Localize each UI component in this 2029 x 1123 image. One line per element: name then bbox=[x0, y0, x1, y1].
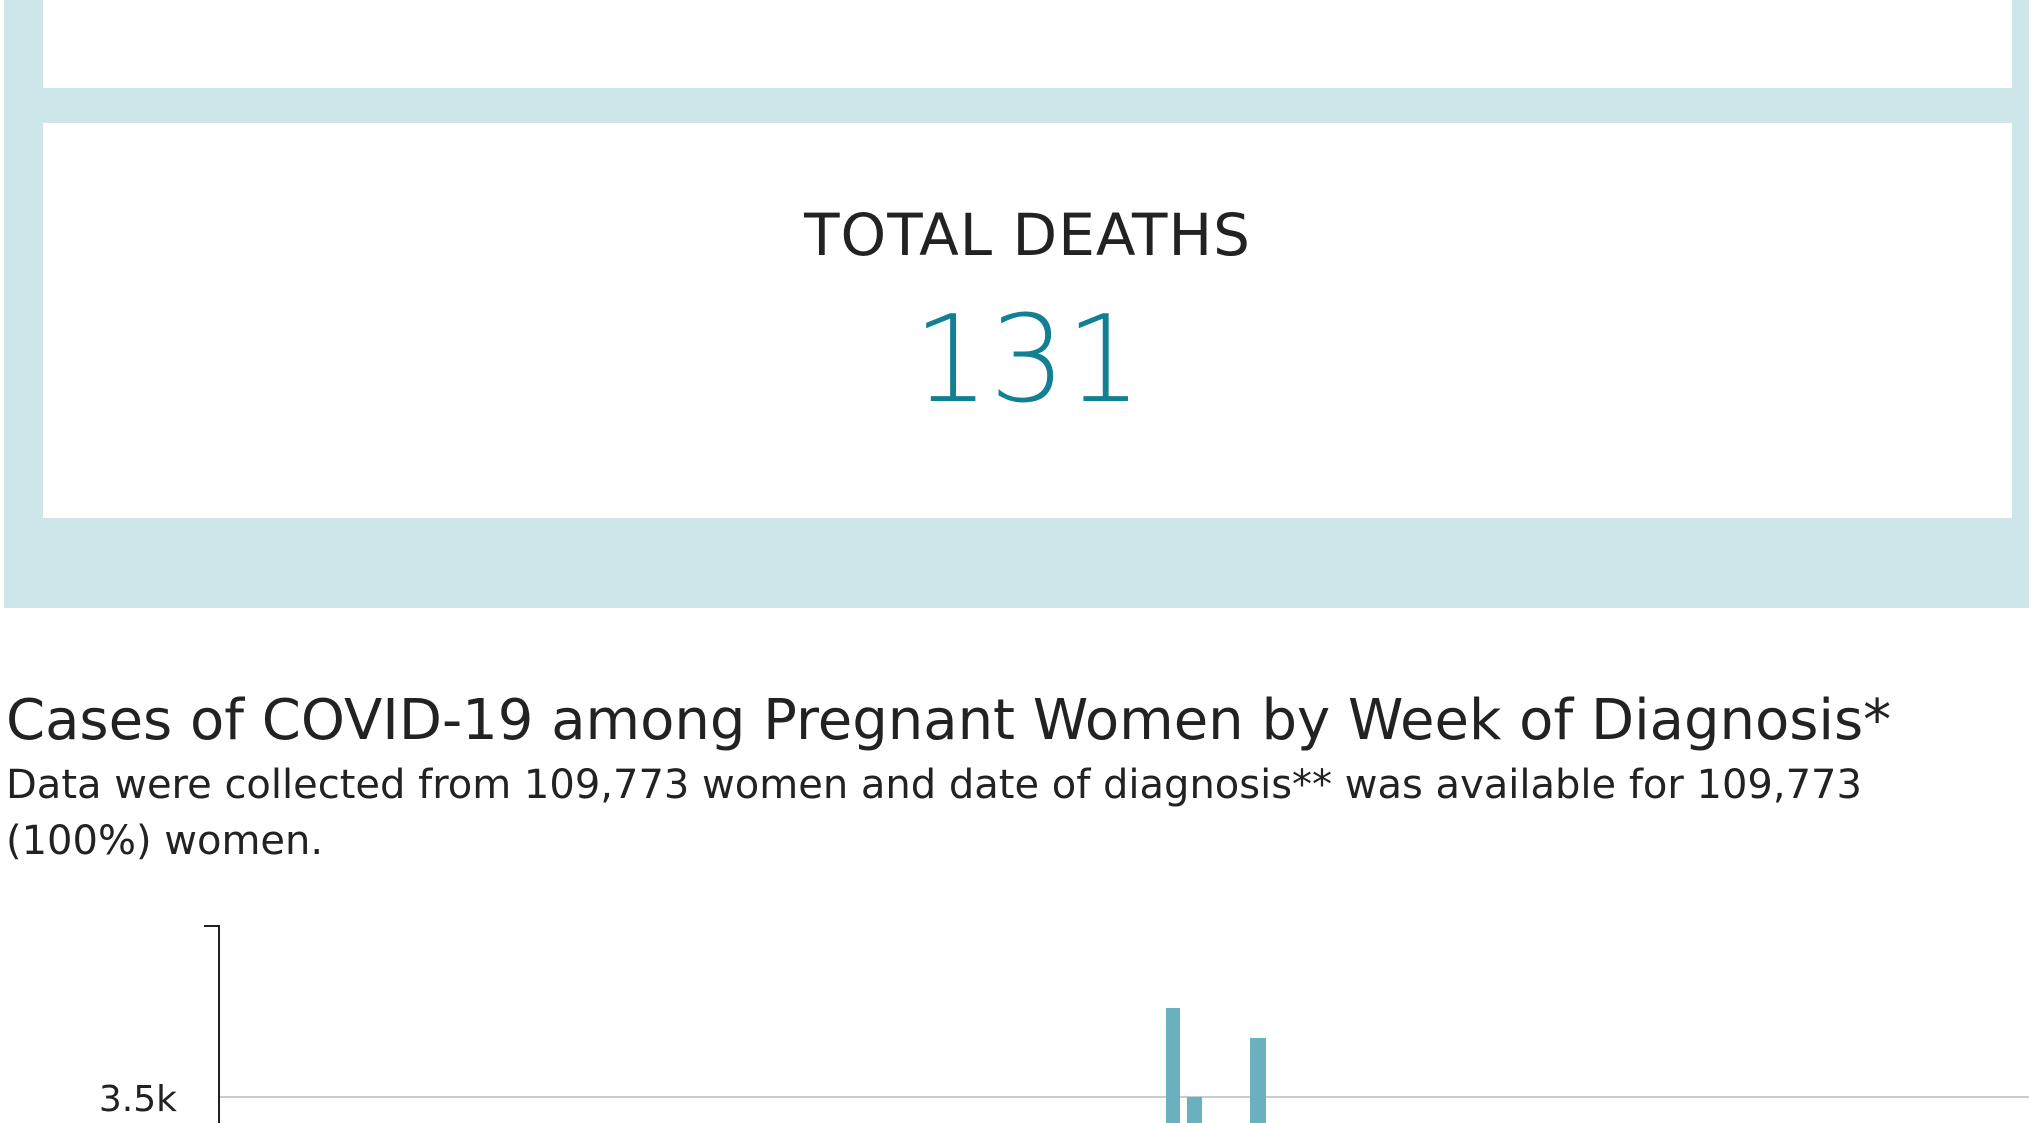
deaths-value: 131 bbox=[912, 291, 1143, 430]
chart-title: Cases of COVID-19 among Pregnant Women b… bbox=[6, 688, 1892, 753]
summary-panel: TOTAL DEATHS 131 bbox=[4, 0, 2029, 608]
deaths-card: TOTAL DEATHS 131 bbox=[43, 123, 2012, 518]
bar bbox=[1187, 1097, 1202, 1123]
summary-card bbox=[43, 0, 2012, 88]
deaths-label: TOTAL DEATHS bbox=[804, 201, 1251, 269]
bar bbox=[1166, 1008, 1180, 1123]
bar bbox=[1250, 1038, 1266, 1123]
chart-subtitle: Data were collected from 109,773 women a… bbox=[6, 762, 1862, 808]
chart-subtitle: (100%) women. bbox=[6, 818, 324, 864]
y-tick-label: 3.5k bbox=[99, 1079, 177, 1120]
